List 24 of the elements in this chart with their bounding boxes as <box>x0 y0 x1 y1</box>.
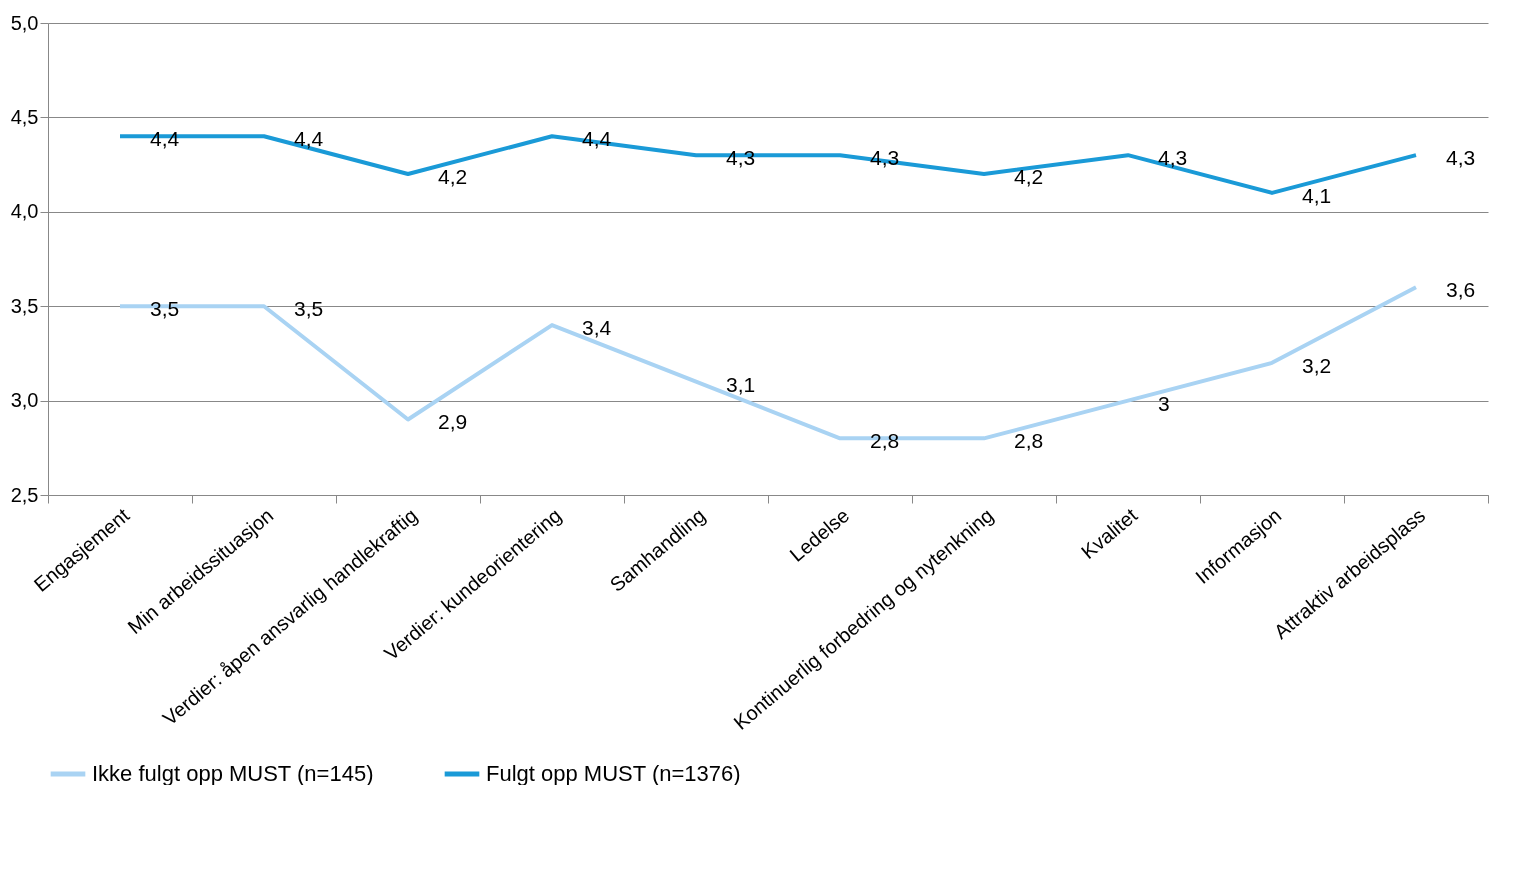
y-tick-label: 4,0 <box>10 200 39 223</box>
data-label: 3,4 <box>582 316 612 340</box>
data-label: 2,9 <box>438 410 468 434</box>
y-tick-label: 3,5 <box>10 294 39 317</box>
data-label: 4,3 <box>1158 146 1188 170</box>
y-tick-label: 5,0 <box>10 11 39 34</box>
y-tick-label: 3,0 <box>10 389 39 412</box>
data-label: 2,8 <box>870 429 900 453</box>
data-label: 3 <box>1158 391 1170 415</box>
data-label: 4,2 <box>438 165 468 189</box>
data-label: 3,2 <box>1302 353 1332 377</box>
data-label: 2,8 <box>1014 429 1044 453</box>
data-label: 3,5 <box>150 297 180 321</box>
y-tick-label: 2,5 <box>10 483 39 506</box>
data-label: 4,1 <box>1302 183 1332 207</box>
y-tick-label: 4,5 <box>10 105 39 128</box>
data-label: 4,4 <box>294 127 324 151</box>
data-label: 4,2 <box>1014 165 1044 189</box>
data-label: 3,5 <box>294 297 324 321</box>
data-label: 4,3 <box>1446 146 1476 170</box>
data-label: 3,6 <box>1446 278 1476 302</box>
legend-label: Ikke fulgt opp MUST (n=145) <box>92 761 374 786</box>
legend-label: Fulgt opp MUST (n=1376) <box>486 761 741 786</box>
data-label: 3,1 <box>726 372 756 396</box>
